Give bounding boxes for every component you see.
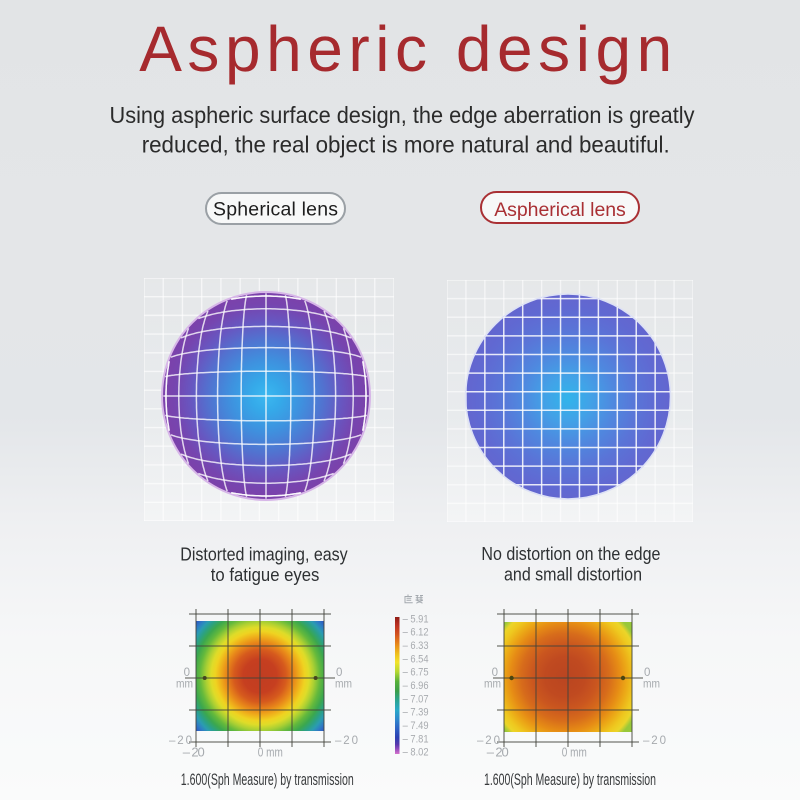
svg-text:– 7.07: – 7.07 [403, 693, 429, 705]
svg-text:– 7.81: – 7.81 [403, 733, 429, 745]
svg-text:– 5.91: – 5.91 [403, 613, 429, 625]
svg-text:mm: mm [176, 679, 193, 691]
svg-text:– 6.54: – 6.54 [403, 653, 429, 665]
svg-text:0 mm: 0 mm [258, 745, 283, 760]
svg-text:1.600(Sph Measure) by transmis: 1.600(Sph Measure) by transmission [181, 770, 354, 789]
svg-text:– 8.02: – 8.02 [403, 747, 429, 759]
svg-text:0: 0 [644, 667, 650, 679]
svg-text:reduced, the real object is mo: reduced, the real object is more natural… [142, 132, 670, 158]
svg-text:mm: mm [484, 679, 501, 691]
svg-text:0: 0 [336, 667, 342, 679]
svg-text:Aspherical lens: Aspherical lens [494, 199, 626, 221]
svg-text:–20: –20 [335, 735, 358, 747]
svg-text:0: 0 [184, 667, 190, 679]
svg-text:– 20: – 20 [183, 745, 205, 760]
svg-text:–20: –20 [477, 735, 500, 747]
svg-text:– 6.33: – 6.33 [403, 640, 429, 652]
svg-text:– 6.12: – 6.12 [403, 627, 429, 639]
svg-text:– 20: – 20 [487, 745, 509, 760]
svg-text:and small distortion: and small distortion [504, 564, 642, 584]
svg-text:Aspheric design: Aspheric design [139, 13, 672, 85]
svg-text:– 7.39: – 7.39 [403, 707, 429, 719]
svg-text:to fatigue eyes: to fatigue eyes [211, 565, 320, 585]
svg-text:– 6.96: – 6.96 [403, 680, 429, 692]
svg-text:Distorted imaging, easy: Distorted imaging, easy [180, 544, 347, 564]
svg-text:0: 0 [492, 667, 498, 679]
svg-text:Spherical lens: Spherical lens [213, 199, 338, 221]
svg-text:No distortion on the edge: No distortion on the edge [481, 544, 660, 564]
svg-text:Using aspheric surface design,: Using aspheric surface design, the edge … [110, 102, 695, 128]
svg-text:– 7.49: – 7.49 [403, 720, 429, 732]
svg-text:0 mm: 0 mm [562, 745, 587, 760]
svg-text:mm: mm [335, 679, 352, 691]
svg-text:–20: –20 [643, 735, 666, 747]
svg-text:mm: mm [643, 679, 660, 691]
svg-text:– 6.75: – 6.75 [403, 667, 429, 679]
svg-text:–20: –20 [169, 735, 192, 747]
svg-text:1.600(Sph Measure) by transmis: 1.600(Sph Measure) by transmission [484, 770, 656, 789]
